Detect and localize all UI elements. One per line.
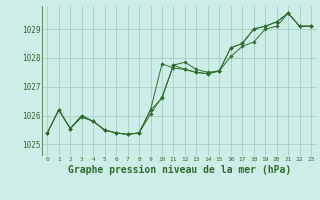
X-axis label: Graphe pression niveau de la mer (hPa): Graphe pression niveau de la mer (hPa) [68,165,291,175]
